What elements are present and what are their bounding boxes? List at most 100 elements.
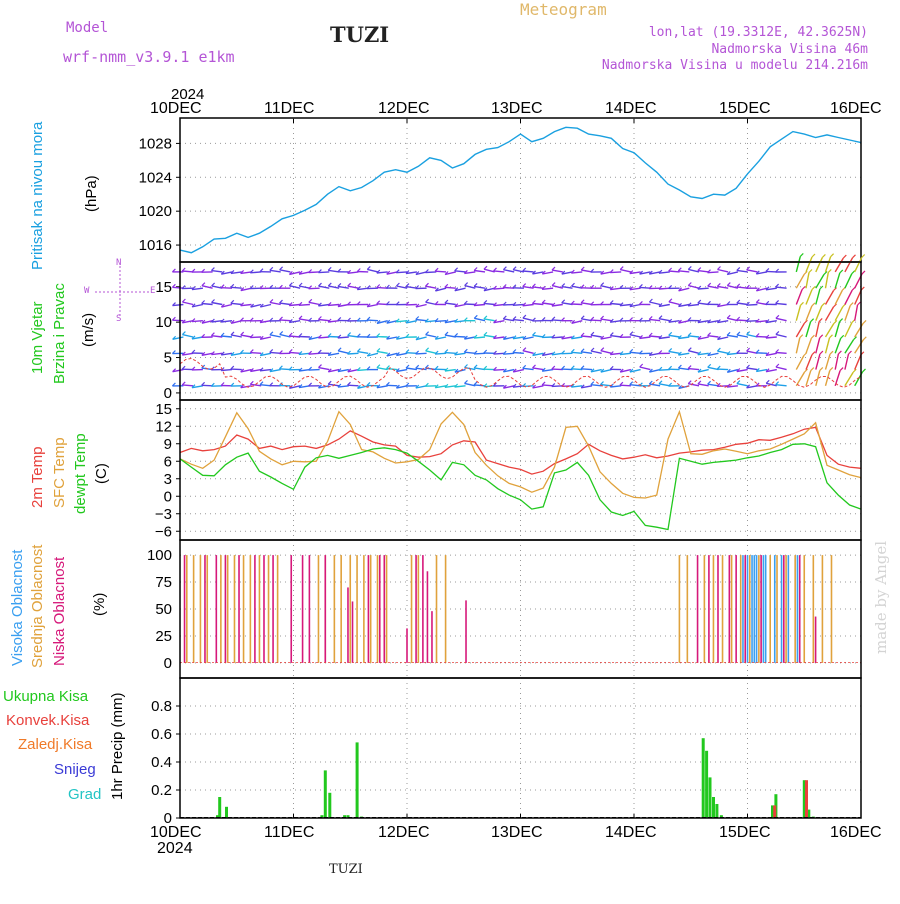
wind-barb-flag xyxy=(270,332,273,335)
wind-barb xyxy=(845,274,852,289)
wind-barb xyxy=(542,303,553,305)
wind-barb-flag xyxy=(853,255,856,258)
wind-barb xyxy=(182,271,193,272)
y-tick-label: 0.2 xyxy=(151,782,172,799)
compass-n: N xyxy=(116,258,121,268)
wind-barb xyxy=(649,302,660,305)
wind-barb-flag xyxy=(338,348,341,351)
wind-barb xyxy=(289,286,300,289)
y-tick-label: 5 xyxy=(164,350,172,367)
wind-barb xyxy=(776,367,787,370)
wind-barb xyxy=(377,351,388,353)
wind-barb xyxy=(270,335,281,337)
y-tick-label: 12 xyxy=(155,418,172,435)
y-tick-label: −3 xyxy=(155,506,172,523)
wind-barb xyxy=(601,286,612,289)
wind-barb-flag xyxy=(581,267,584,270)
wind-barb xyxy=(747,368,758,370)
wind-barb-flag xyxy=(601,283,604,286)
chart-title: Meteogram xyxy=(520,0,607,19)
wind-barb xyxy=(289,352,300,353)
wind-barb xyxy=(455,336,466,337)
wind-barb xyxy=(845,372,853,386)
wind-barb xyxy=(727,286,738,289)
cloud-unit: (%) xyxy=(91,593,108,616)
wind-barb-flag xyxy=(601,348,604,351)
wind-barb xyxy=(221,288,232,289)
wind-barb xyxy=(270,302,281,304)
wind-barb xyxy=(708,286,719,288)
wind-barb-flag xyxy=(830,351,833,354)
wind-barb xyxy=(552,270,563,272)
wind-barb-flag xyxy=(552,283,555,286)
wind-barb xyxy=(426,286,437,288)
wind-barb-flag xyxy=(708,364,711,367)
wind-barb xyxy=(484,303,495,304)
wind-barb-flag xyxy=(688,381,691,384)
x-tick-top: 15DEC xyxy=(719,100,771,118)
wind-barb xyxy=(484,335,495,337)
wind-barb xyxy=(688,384,699,386)
wind-barb-flag xyxy=(396,283,399,286)
wind-barb xyxy=(826,272,829,288)
wind-barb xyxy=(338,337,349,338)
wind-barb-flag xyxy=(717,348,720,351)
wind-barb xyxy=(406,368,417,370)
wind-barb-flag xyxy=(377,348,380,351)
wind-barb xyxy=(552,337,563,338)
wind-barb xyxy=(426,335,437,337)
wind-barb xyxy=(855,323,863,337)
x-tick-top: 12DEC xyxy=(378,100,430,118)
wind-barb xyxy=(835,273,840,288)
wind-barb xyxy=(202,304,213,305)
wind-barb-flag xyxy=(863,369,866,372)
wind-barb xyxy=(708,272,719,273)
x-tick-bottom: 15DEC xyxy=(719,824,771,842)
wind-barb xyxy=(426,302,437,304)
wind-barb xyxy=(348,385,359,386)
station-title: TUZI xyxy=(330,22,389,47)
wind-barb xyxy=(737,335,748,337)
wind-barb xyxy=(309,370,320,371)
wind-barb xyxy=(826,354,831,369)
wind-barb xyxy=(289,336,300,337)
wind-barb-flag xyxy=(241,332,244,335)
wind-barb xyxy=(542,385,553,386)
wind-barb xyxy=(776,318,787,320)
wind-barb xyxy=(494,353,505,354)
wind-barb xyxy=(435,271,446,272)
wind-barb-flag xyxy=(840,368,843,371)
wind-barb-flag xyxy=(348,283,351,286)
wind-barb-flag xyxy=(182,332,185,335)
y-tick-label: 0.4 xyxy=(151,754,172,771)
wind-barb xyxy=(698,271,709,272)
wind-barb xyxy=(688,336,699,337)
wind-barb xyxy=(309,272,320,273)
wind-barb xyxy=(416,368,427,369)
wind-barb-flag xyxy=(727,315,730,318)
wind-barb-flag xyxy=(445,332,448,335)
wind-barb-flag xyxy=(811,368,814,371)
wind-barb xyxy=(816,306,822,321)
x-tick-top: 13DEC xyxy=(491,100,543,118)
wind-barb xyxy=(279,369,290,370)
x-tick-bottom: 14DEC xyxy=(605,824,657,842)
wind-barb xyxy=(299,337,310,338)
temp-unit: (C) xyxy=(93,463,110,484)
wind-barb xyxy=(688,286,699,289)
wind-barb-flag xyxy=(853,369,856,372)
wind-barb xyxy=(182,335,193,337)
wind-barb xyxy=(688,369,699,370)
wind-barb-flag xyxy=(270,299,273,302)
wind-barb xyxy=(717,369,728,370)
precip-bar-dew xyxy=(702,738,705,818)
wind-barb xyxy=(494,271,505,272)
wind-barb-flag xyxy=(820,367,823,370)
wind-barb-flag xyxy=(862,271,865,274)
precip-frz-label: Zaledj.Kisa xyxy=(18,736,92,753)
precip-bar-dew xyxy=(225,807,228,818)
wind-barb-flag xyxy=(809,270,812,273)
wind-barb xyxy=(299,305,310,306)
wind-barb xyxy=(221,336,232,337)
